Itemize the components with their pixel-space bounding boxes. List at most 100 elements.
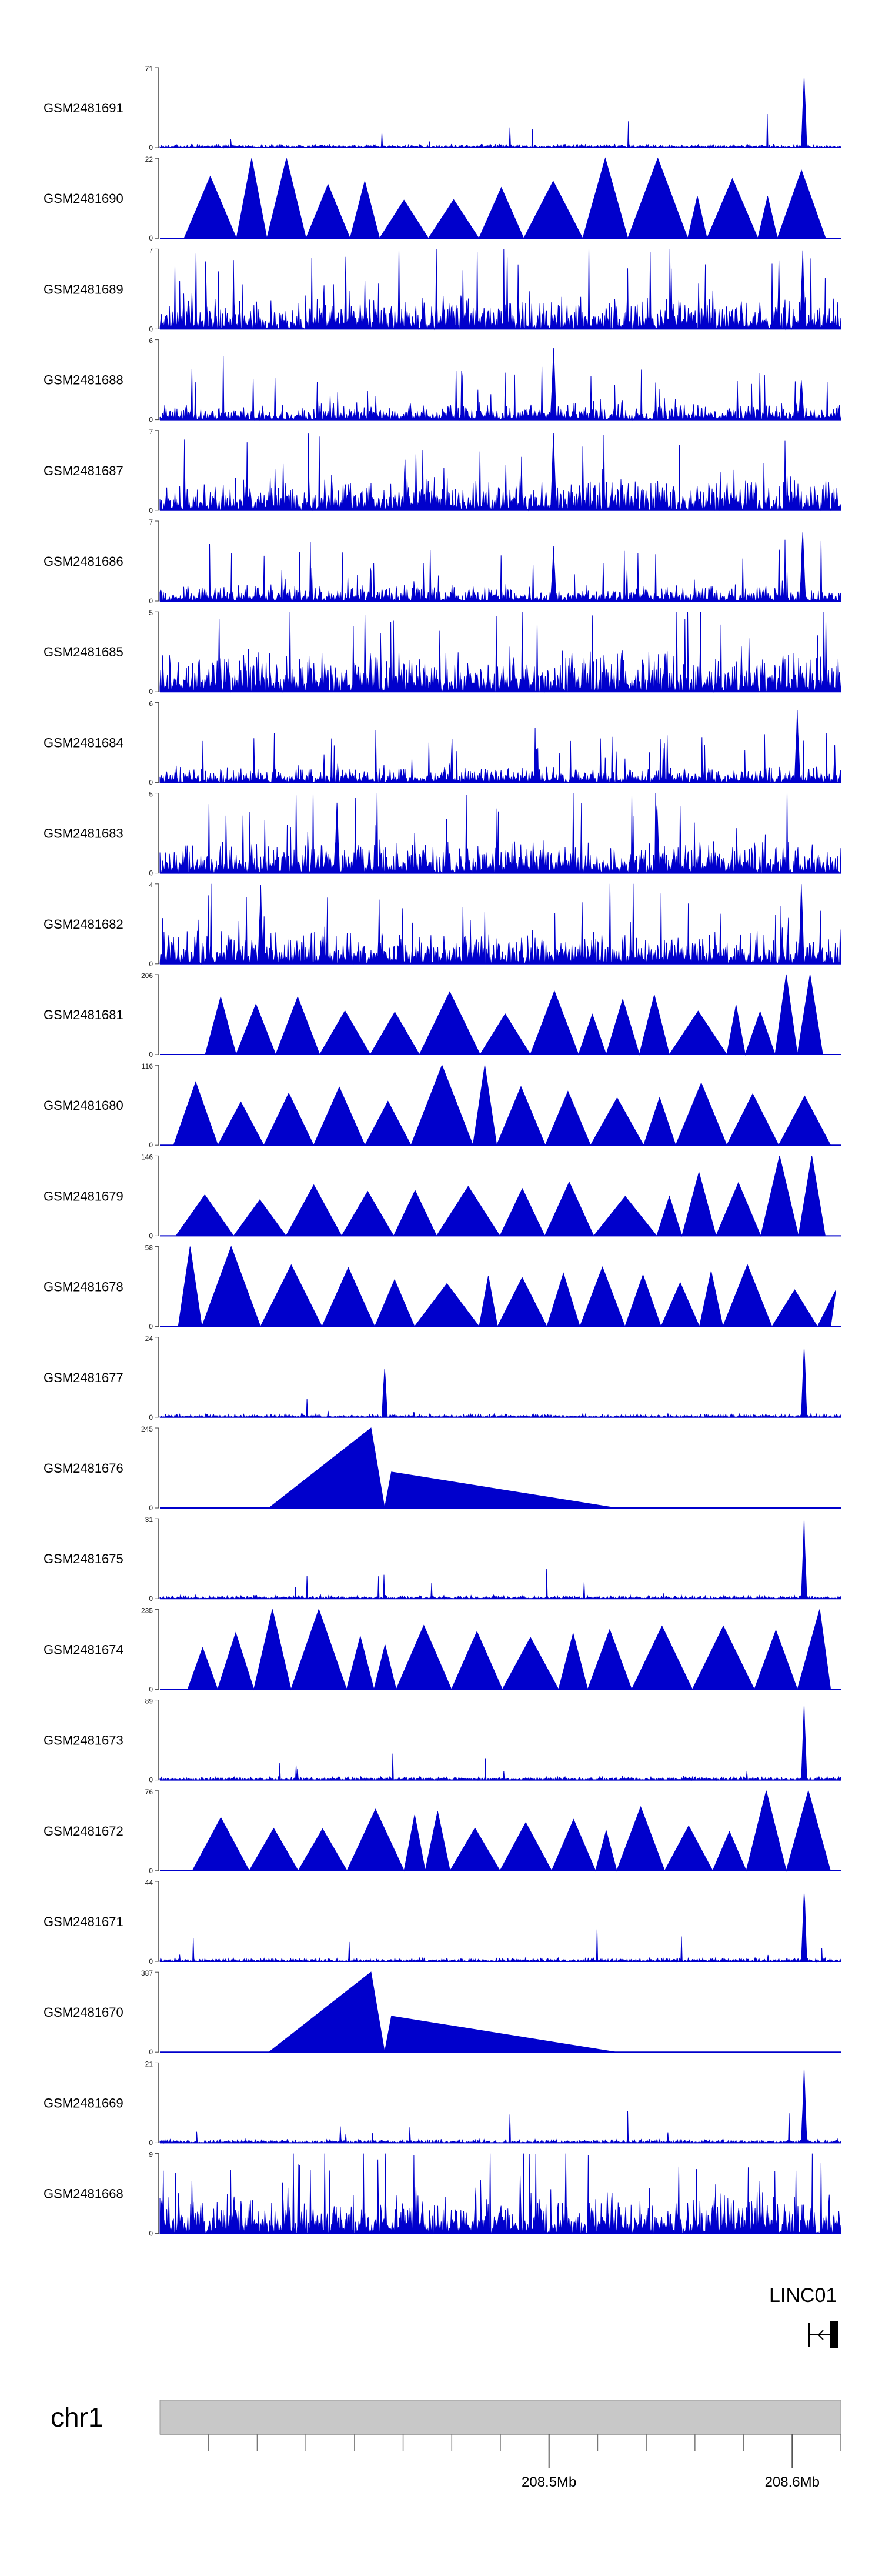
track-GSM2481679: GSM2481679 146 0 <box>44 1153 841 1240</box>
coverage-area <box>159 793 841 874</box>
track-label: GSM2481675 <box>44 1551 123 1566</box>
track-GSM2481669: GSM2481669 21 0 <box>44 2060 841 2147</box>
coverage-area <box>159 77 841 149</box>
track-GSM2481689: GSM2481689 7 0 <box>44 246 841 333</box>
y-min-label: 0 <box>149 1685 153 1693</box>
y-min-label: 0 <box>149 1594 153 1603</box>
chromosome-band <box>159 2400 841 2435</box>
track-GSM2481684: GSM2481684 6 0 <box>44 699 841 786</box>
coverage-area <box>159 2153 841 2235</box>
track-label: GSM2481672 <box>44 1824 123 1838</box>
y-min-label: 0 <box>149 960 153 968</box>
y-min-label: 0 <box>149 2138 153 2147</box>
y-min-label: 0 <box>149 1413 153 1422</box>
coverage-area <box>173 1064 831 1147</box>
y-min-label: 0 <box>149 1867 153 1875</box>
y-min-label: 0 <box>149 1232 153 1240</box>
strand-arrow-icon <box>817 2330 824 2340</box>
track-GSM2481677: GSM2481677 24 0 <box>44 1334 841 1422</box>
track-GSM2481691: GSM2481691 71 0 <box>44 65 841 152</box>
y-max-label: 387 <box>141 1969 153 1977</box>
track-GSM2481681: GSM2481681 206 0 <box>44 972 841 1059</box>
coverage-area <box>159 1893 841 1963</box>
y-max-label: 5 <box>149 790 153 799</box>
y-max-label: 116 <box>142 1062 153 1070</box>
track-GSM2481668: GSM2481668 9 0 <box>44 2151 841 2238</box>
coverage-area <box>192 1789 831 1872</box>
y-max-label: 5 <box>149 609 153 617</box>
y-min-label: 0 <box>149 325 153 333</box>
track-label: GSM2481676 <box>44 1461 123 1476</box>
coverage-area <box>175 1156 826 1237</box>
y-min-label: 0 <box>149 1323 153 1331</box>
y-max-label: 31 <box>145 1516 153 1524</box>
coverage-area <box>159 2069 841 2144</box>
track-GSM2481680: GSM2481680 116 0 <box>44 1062 841 1149</box>
track-GSM2481682: GSM2481682 4 0 <box>44 881 841 968</box>
coverage-area <box>159 1348 841 1419</box>
chromosome-label: chr1 <box>51 2402 103 2432</box>
y-min-label: 0 <box>149 597 153 605</box>
y-min-label: 0 <box>149 2230 153 2238</box>
track-label: GSM2481690 <box>44 191 123 206</box>
y-max-label: 6 <box>149 337 153 345</box>
coverage-area <box>159 249 841 331</box>
track-GSM2481687: GSM2481687 7 0 <box>44 428 841 515</box>
coverage-area <box>159 433 841 512</box>
coverage-area <box>183 157 826 239</box>
coverage-area <box>178 1246 836 1328</box>
track-label: GSM2481682 <box>44 917 123 932</box>
y-max-label: 58 <box>145 1244 153 1252</box>
y-min-label: 0 <box>149 1776 153 1784</box>
y-max-label: 89 <box>145 1697 153 1706</box>
axis-tick-label: 208.6Mb <box>765 2474 820 2490</box>
track-GSM2481678: GSM2481678 58 0 <box>44 1244 841 1331</box>
track-GSM2481676: GSM2481676 245 0 <box>44 1425 841 1512</box>
y-max-label: 4 <box>149 881 153 889</box>
track-label: GSM2481680 <box>44 1098 123 1113</box>
y-max-label: 22 <box>145 155 153 163</box>
coverage-area <box>159 532 841 602</box>
track-label: GSM2481681 <box>44 1007 123 1022</box>
coverage-area <box>159 709 841 784</box>
track-GSM2481686: GSM2481686 7 0 <box>44 518 841 605</box>
track-GSM2481675: GSM2481675 31 0 <box>44 1516 841 1603</box>
track-GSM2481672: GSM2481672 76 0 <box>44 1788 841 1875</box>
coverage-area <box>159 1520 841 1600</box>
track-label: GSM2481689 <box>44 282 123 296</box>
track-label: GSM2481688 <box>44 373 123 388</box>
y-max-label: 7 <box>149 246 153 254</box>
track-GSM2481670: GSM2481670 387 0 <box>44 1969 841 2056</box>
y-min-label: 0 <box>149 506 153 515</box>
track-label: GSM2481684 <box>44 735 123 750</box>
y-max-label: 146 <box>141 1153 153 1161</box>
track-label: GSM2481687 <box>44 463 123 478</box>
track-label: GSM2481674 <box>44 1642 123 1657</box>
y-max-label: 44 <box>145 1878 153 1887</box>
coverage-area <box>159 1705 841 1781</box>
track-label: GSM2481671 <box>44 1914 123 1929</box>
track-label: GSM2481678 <box>44 1280 123 1294</box>
y-max-label: 6 <box>149 699 153 708</box>
y-min-label: 0 <box>149 416 153 424</box>
gene-exon <box>830 2321 838 2348</box>
coverage-area <box>268 1427 616 1509</box>
track-GSM2481673: GSM2481673 89 0 <box>44 1697 841 1784</box>
y-min-label: 0 <box>149 234 153 242</box>
y-min-label: 0 <box>149 2048 153 2056</box>
coverage-area <box>187 1608 831 1691</box>
track-GSM2481671: GSM2481671 44 0 <box>44 1878 841 1966</box>
track-GSM2481690: GSM2481690 22 0 <box>44 155 841 242</box>
track-label: GSM2481691 <box>44 101 123 115</box>
y-min-label: 0 <box>149 1504 153 1512</box>
track-label: GSM2481673 <box>44 1733 123 1748</box>
track-GSM2481688: GSM2481688 6 0 <box>44 337 841 424</box>
track-label: GSM2481670 <box>44 2005 123 2020</box>
track-label: GSM2481669 <box>44 2095 123 2110</box>
y-max-label: 206 <box>141 972 153 980</box>
y-max-label: 235 <box>141 1606 153 1614</box>
track-label: GSM2481668 <box>44 2187 123 2201</box>
track-label: GSM2481686 <box>44 554 123 569</box>
y-min-label: 0 <box>149 1050 153 1059</box>
